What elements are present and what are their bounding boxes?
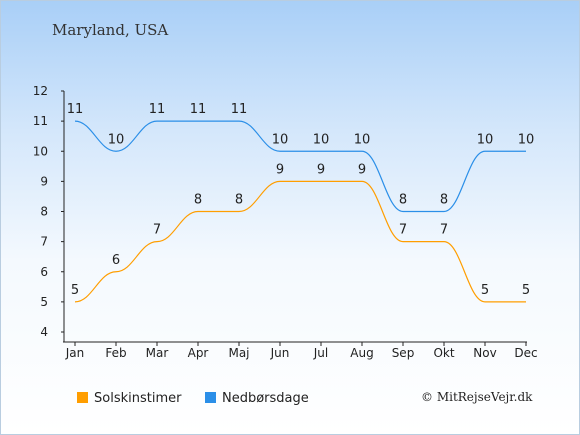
x-tick-label: Jan — [65, 346, 85, 360]
x-tick-label: Feb — [105, 346, 126, 360]
x-tick-label: Jul — [313, 346, 328, 360]
data-label-sunshine: 7 — [440, 223, 448, 238]
copyright-text: © MitRejseVejr.dk — [421, 390, 533, 404]
x-tick-label: Sep — [392, 346, 415, 360]
data-label-sunshine: 9 — [276, 162, 284, 177]
data-label-rain-days: 10 — [108, 132, 125, 147]
data-label-sunshine: 5 — [481, 283, 489, 298]
data-label-sunshine: 5 — [71, 283, 79, 298]
x-tick-label: Jun — [270, 346, 290, 360]
chart-title: Maryland, USA — [52, 21, 169, 39]
y-tick-label: 8 — [40, 205, 48, 219]
y-tick-label: 6 — [40, 265, 48, 279]
legend-label-rain-days: Nedbørsdage — [222, 391, 309, 406]
x-tick-label: Maj — [228, 346, 249, 360]
y-tick-label: 12 — [33, 84, 48, 98]
x-tick-label: Nov — [473, 346, 496, 360]
legend-label-sunshine: Solskinstimer — [94, 391, 182, 406]
series-line-sunshine — [74, 180, 526, 303]
data-label-sunshine: 7 — [153, 223, 161, 238]
legend-item-rain-days: Nedbørsdage — [205, 391, 309, 406]
data-label-rain-days: 10 — [272, 132, 289, 147]
data-label-rain-days: 10 — [477, 132, 494, 147]
y-tick-label: 4 — [40, 325, 48, 339]
data-label-sunshine: 6 — [112, 253, 120, 268]
x-tick-label: Aug — [350, 346, 373, 360]
y-tick-label: 11 — [33, 114, 48, 128]
legend-item-sunshine: Solskinstimer — [77, 391, 181, 406]
data-label-sunshine: 5 — [522, 283, 530, 298]
y-tick-label: 9 — [40, 174, 48, 188]
data-label-rain-days: 10 — [313, 132, 330, 147]
data-label-sunshine: 8 — [235, 193, 243, 208]
data-label-rain-days: 8 — [440, 193, 448, 208]
data-label-rain-days: 11 — [231, 102, 248, 117]
legend-swatch-rain-days — [205, 392, 216, 403]
data-label-rain-days: 11 — [190, 102, 207, 117]
x-tick-label: Apr — [188, 346, 209, 360]
data-label-rain-days: 10 — [518, 132, 535, 147]
data-label-sunshine: 7 — [399, 223, 407, 238]
data-label-rain-days: 10 — [354, 132, 371, 147]
data-label-sunshine: 9 — [317, 162, 325, 177]
x-tick-label: Mar — [146, 346, 169, 360]
x-tick-label: Okt — [433, 346, 454, 360]
data-label-rain-days: 8 — [399, 193, 407, 208]
y-tick-label: 5 — [40, 295, 48, 309]
y-tick-label: 7 — [40, 235, 48, 249]
data-label-sunshine: 8 — [194, 193, 202, 208]
data-label-rain-days: 11 — [149, 102, 166, 117]
data-label-rain-days: 11 — [67, 102, 84, 117]
series-line-rain-days — [74, 120, 526, 213]
y-tick-label: 10 — [33, 144, 48, 158]
legend-swatch-sunshine — [77, 392, 88, 403]
data-label-sunshine: 9 — [358, 162, 366, 177]
x-tick-label: Dec — [514, 346, 537, 360]
